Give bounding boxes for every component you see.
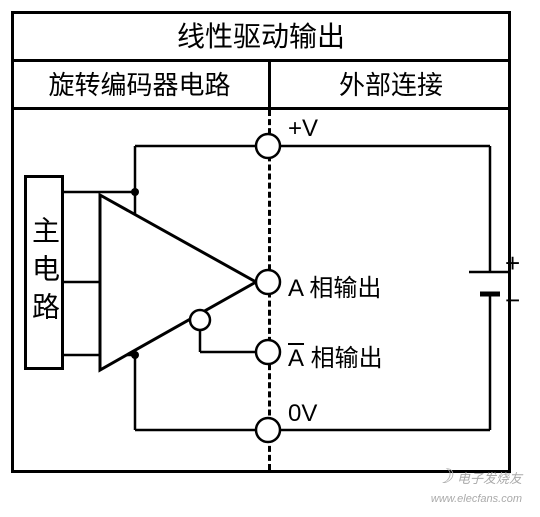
watermark-text: ☽电子发烧友 — [435, 464, 522, 489]
v-plus-label: +V — [288, 115, 318, 143]
a-out-label: A 相输出 — [288, 268, 381, 303]
battery-plus: + — [505, 248, 520, 279]
a-char: A — [288, 275, 303, 302]
battery-minus: − — [505, 285, 520, 316]
abar-out-label: A 相输出 — [288, 338, 383, 373]
circuit-svg — [0, 0, 540, 517]
a-suffix: 相输出 — [303, 275, 382, 302]
abar-char: A — [288, 345, 304, 373]
v-zero-label: 0V — [288, 400, 317, 428]
abar-suffix: 相输出 — [304, 345, 383, 372]
watermark-url: www.elecfans.com — [431, 493, 522, 505]
